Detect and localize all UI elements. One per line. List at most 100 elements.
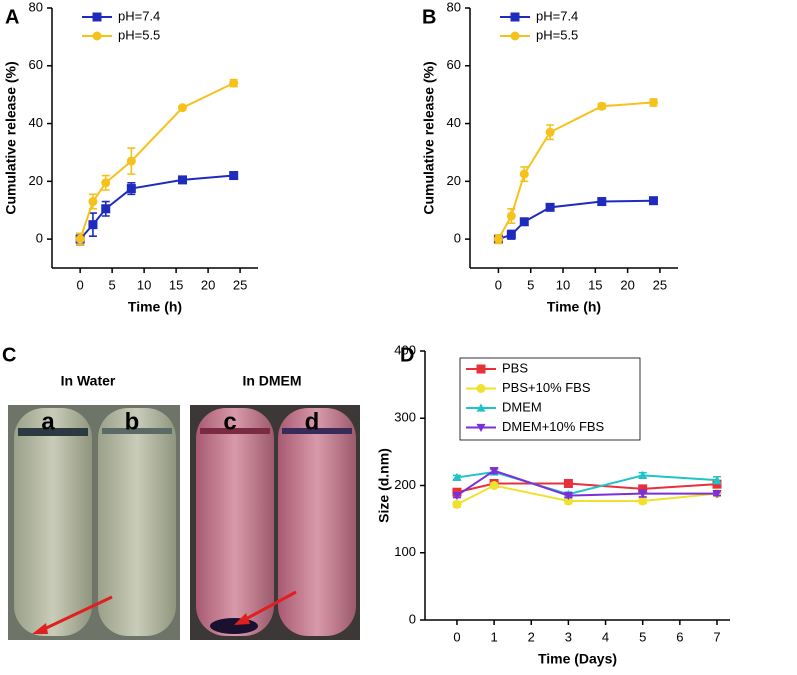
panel-label: A bbox=[5, 6, 19, 28]
marker bbox=[510, 31, 520, 41]
legend-label: PBS+10% FBS bbox=[502, 380, 591, 395]
legend-label: pH=5.5 bbox=[118, 27, 160, 42]
y-tick-label: 100 bbox=[394, 544, 416, 559]
y-tick-label: 80 bbox=[29, 0, 43, 14]
x-tick-label: 5 bbox=[109, 277, 116, 292]
legend-box bbox=[459, 357, 641, 441]
x-tick-label: 5 bbox=[639, 629, 646, 644]
marker bbox=[178, 175, 188, 185]
y-tick-label: 20 bbox=[29, 173, 43, 188]
marker bbox=[476, 403, 486, 412]
marker bbox=[712, 489, 722, 499]
y-axis-title: Cumulative release (%) bbox=[3, 61, 19, 214]
y-tick-label: 40 bbox=[447, 115, 461, 130]
tube bbox=[196, 408, 274, 636]
meniscus bbox=[102, 428, 172, 434]
marker bbox=[493, 234, 503, 244]
marker bbox=[476, 364, 486, 374]
panel-label: B bbox=[422, 6, 436, 28]
legend-label: DMEM+10% FBS bbox=[502, 419, 605, 434]
x-tick-label: 0 bbox=[453, 629, 460, 644]
marker bbox=[519, 217, 529, 227]
marker bbox=[638, 489, 648, 499]
y-axis-title: Size (d.nm) bbox=[376, 448, 392, 523]
y-tick-label: 200 bbox=[394, 477, 416, 492]
marker bbox=[545, 127, 555, 137]
x-tick-label: 25 bbox=[653, 277, 667, 292]
tube bbox=[14, 408, 92, 636]
tube bbox=[98, 408, 176, 636]
y-axis-title: Cumulative release (%) bbox=[421, 61, 437, 214]
tube-label: d bbox=[305, 408, 320, 435]
marker bbox=[510, 12, 520, 22]
marker bbox=[92, 31, 102, 41]
marker bbox=[506, 211, 516, 221]
marker bbox=[452, 491, 462, 501]
y-tick-label: 400 bbox=[394, 342, 416, 357]
x-tick-label: 1 bbox=[490, 629, 497, 644]
marker bbox=[229, 171, 239, 181]
marker bbox=[638, 484, 648, 494]
legend-label: pH=5.5 bbox=[536, 27, 578, 42]
marker bbox=[506, 230, 516, 240]
marker bbox=[638, 496, 648, 506]
marker bbox=[563, 496, 573, 506]
marker bbox=[648, 196, 658, 206]
marker bbox=[229, 78, 239, 88]
marker bbox=[178, 103, 188, 113]
marker bbox=[563, 491, 573, 501]
marker bbox=[101, 204, 111, 214]
marker bbox=[638, 470, 648, 480]
x-axis-title: Time (Days) bbox=[538, 651, 617, 667]
y-tick-label: 0 bbox=[409, 611, 416, 626]
photo-panel: C In Water In DMEM a b c d bbox=[2, 344, 360, 640]
legend-label: pH=7.4 bbox=[536, 8, 578, 23]
marker bbox=[452, 472, 462, 482]
marker bbox=[101, 178, 111, 188]
x-tick-label: 10 bbox=[556, 277, 570, 292]
marker bbox=[88, 197, 98, 207]
x-tick-label: 4 bbox=[602, 629, 609, 644]
x-tick-label: 3 bbox=[565, 629, 572, 644]
marker bbox=[476, 423, 486, 432]
x-axis-title: Time (h) bbox=[547, 299, 601, 315]
y-tick-label: 0 bbox=[36, 231, 43, 246]
legend-label: PBS bbox=[502, 360, 528, 375]
marker bbox=[489, 467, 499, 476]
y-tick-label: 60 bbox=[29, 57, 43, 72]
arrow bbox=[41, 595, 113, 632]
y-tick-label: 20 bbox=[447, 173, 461, 188]
x-tick-label: 15 bbox=[588, 277, 602, 292]
arrow bbox=[243, 590, 297, 622]
meniscus bbox=[18, 428, 88, 436]
marker bbox=[126, 184, 136, 194]
y-tick-label: 60 bbox=[447, 57, 461, 72]
marker bbox=[88, 220, 98, 230]
x-tick-label: 0 bbox=[495, 277, 502, 292]
x-tick-label: 25 bbox=[233, 277, 247, 292]
x-tick-label: 20 bbox=[620, 277, 634, 292]
marker bbox=[648, 97, 658, 107]
marker bbox=[519, 169, 529, 179]
y-tick-label: 40 bbox=[29, 115, 43, 130]
legend-label: pH=7.4 bbox=[118, 8, 160, 23]
marker bbox=[476, 384, 486, 393]
marker bbox=[563, 478, 573, 488]
x-tick-label: 5 bbox=[527, 277, 534, 292]
x-tick-label: 10 bbox=[137, 277, 151, 292]
tube-label: a bbox=[41, 408, 55, 435]
marker bbox=[92, 12, 102, 22]
meniscus bbox=[282, 428, 352, 434]
panel-label: D bbox=[400, 344, 414, 366]
marker bbox=[75, 234, 85, 244]
tube-label: b bbox=[125, 408, 140, 435]
marker bbox=[126, 156, 136, 166]
group-title: In Water bbox=[61, 373, 116, 389]
y-tick-label: 0 bbox=[454, 231, 461, 246]
meniscus bbox=[200, 428, 270, 434]
x-tick-label: 6 bbox=[676, 629, 683, 644]
x-tick-label: 2 bbox=[528, 629, 535, 644]
precipitate bbox=[210, 618, 258, 634]
group-title: In DMEM bbox=[242, 373, 301, 389]
y-tick-label: 80 bbox=[447, 0, 461, 14]
